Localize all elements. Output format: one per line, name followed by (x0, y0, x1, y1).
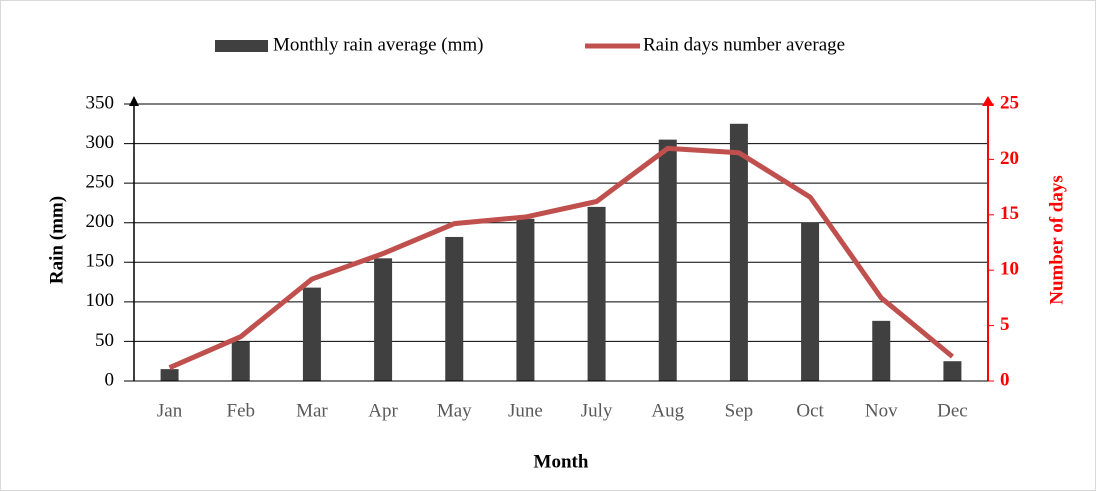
bar (516, 218, 535, 381)
x-tick-label: Aug (651, 400, 684, 421)
x-tick-label: Oct (796, 400, 824, 421)
y2-tick-label: 25 (1000, 92, 1019, 113)
x-tick-label: Mar (296, 400, 328, 421)
bar (587, 206, 606, 381)
x-tick-label: June (508, 400, 543, 421)
x-axis-title: Month (534, 451, 589, 472)
bar (231, 341, 250, 381)
y-tick-label: 350 (86, 92, 115, 113)
bar (872, 320, 891, 381)
x-tick-label: July (581, 400, 613, 421)
y2-axis-arrow (982, 96, 994, 106)
y-axis-arrow (129, 96, 139, 106)
y-tick-label: 50 (95, 330, 114, 351)
bar (801, 222, 820, 381)
y-tick-label: 300 (86, 132, 115, 153)
y2-tick-label: 15 (1000, 203, 1019, 224)
x-tick-label: Feb (227, 400, 256, 421)
y-axis-title: Rain (mm) (46, 196, 67, 284)
y2-tick-label: 20 (1000, 148, 1019, 169)
bar (445, 236, 464, 381)
x-tick-label: Dec (937, 400, 968, 421)
y-tick-label: 200 (86, 211, 115, 232)
legend-label: Monthly rain average (mm) (273, 34, 484, 55)
y-tick-label: 150 (86, 251, 115, 272)
bar (658, 139, 677, 381)
y2-tick-label: 0 (1000, 369, 1010, 390)
x-tick-label: Apr (368, 400, 398, 421)
legend-swatch (215, 40, 268, 52)
x-tick-label: Sep (725, 400, 754, 421)
y2-tick-label: 5 (1000, 314, 1010, 335)
bar (374, 258, 393, 381)
bar (302, 287, 321, 381)
y-tick-label: 0 (105, 369, 115, 390)
bar (943, 361, 962, 381)
y-tick-label: 250 (86, 172, 115, 193)
x-tick-label: May (437, 400, 472, 421)
line (168, 145, 955, 370)
x-tick-label: Jan (157, 400, 183, 421)
bar (729, 123, 748, 382)
y-tick-label: 100 (86, 290, 115, 311)
bar (160, 369, 179, 381)
x-tick-label: Nov (865, 400, 898, 421)
y2-axis-title: Number of days (1046, 175, 1067, 305)
legend-label: Rain days number average (643, 34, 845, 55)
y2-tick-label: 10 (1000, 259, 1019, 280)
